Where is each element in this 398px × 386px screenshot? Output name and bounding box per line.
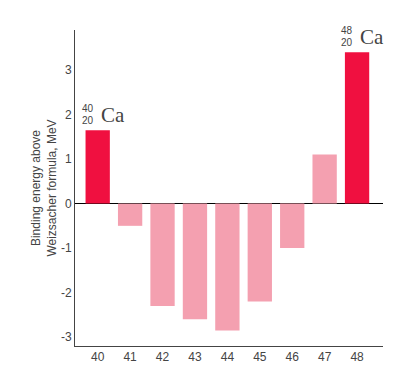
- svg-text:20: 20: [341, 37, 353, 48]
- svg-text:0: 0: [65, 197, 72, 211]
- svg-text:Ca: Ca: [101, 103, 125, 127]
- svg-text:1: 1: [65, 152, 72, 166]
- svg-text:20: 20: [82, 115, 94, 126]
- svg-text:Ca: Ca: [360, 25, 384, 49]
- svg-text:46: 46: [286, 350, 300, 364]
- svg-text:40: 40: [82, 103, 94, 114]
- svg-text:43: 43: [188, 350, 202, 364]
- svg-text:-2: -2: [61, 286, 72, 300]
- svg-text:-1: -1: [61, 241, 72, 255]
- svg-text:41: 41: [123, 350, 137, 364]
- svg-text:48: 48: [341, 25, 353, 36]
- svg-text:44: 44: [221, 350, 235, 364]
- svg-text:45: 45: [253, 350, 267, 364]
- svg-text:Binding energy aboveWeizsacher: Binding energy aboveWeizsacher formula, …: [29, 119, 59, 256]
- svg-text:48: 48: [350, 350, 364, 364]
- svg-text:2: 2: [65, 108, 72, 122]
- svg-text:42: 42: [156, 350, 170, 364]
- svg-text:40: 40: [91, 350, 105, 364]
- svg-text:3: 3: [65, 63, 72, 77]
- svg-text:47: 47: [318, 350, 332, 364]
- svg-text:-3: -3: [61, 330, 72, 344]
